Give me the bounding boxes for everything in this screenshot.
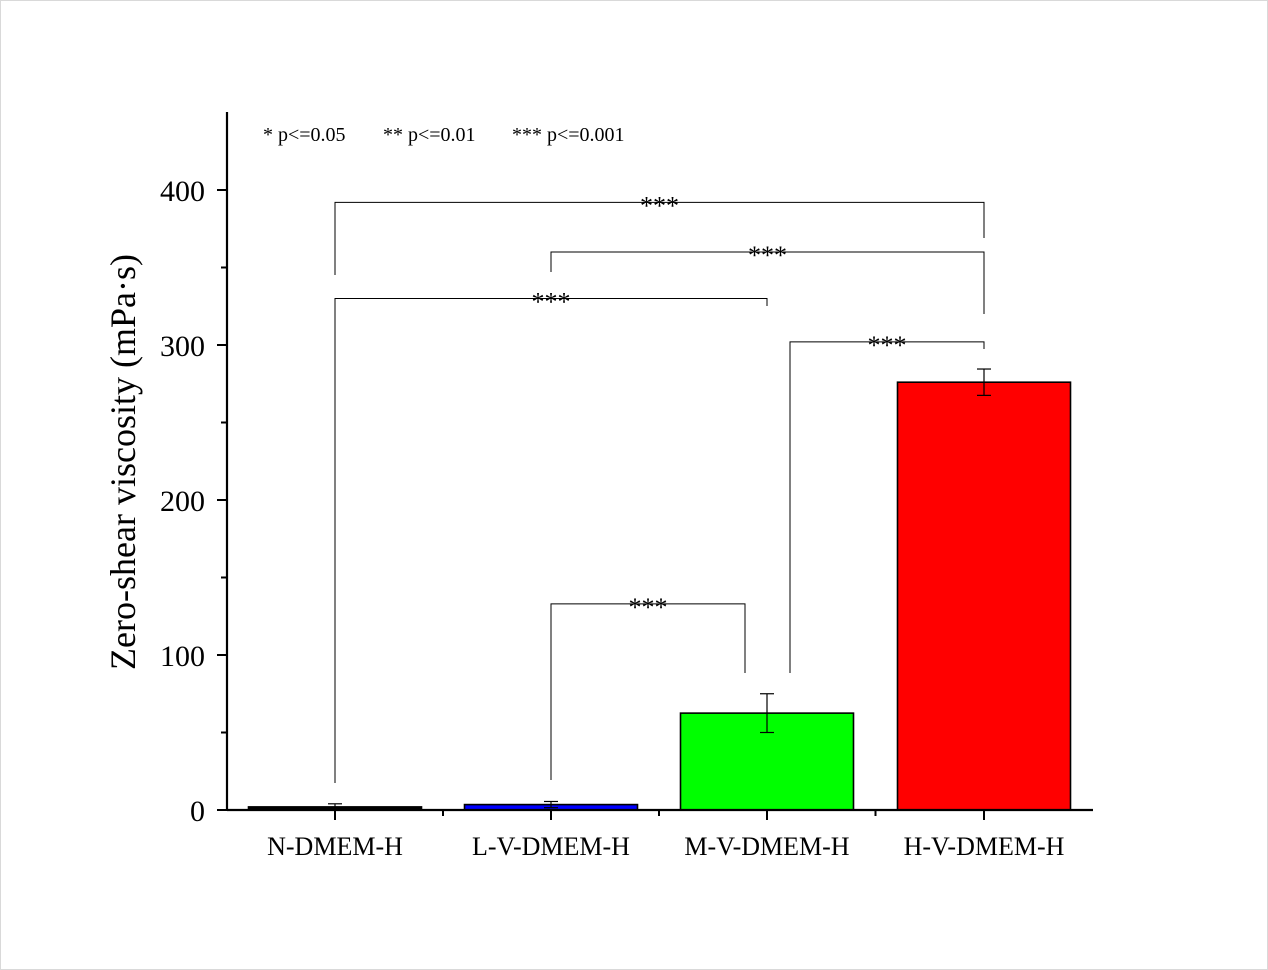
significance-label: *** — [868, 331, 907, 360]
error-bars-layer — [328, 368, 991, 811]
legend-entry-3: *** p<=0.001 — [512, 124, 625, 146]
significance-label: *** — [532, 288, 571, 317]
y-ticks-layer: 0 100 200 300 400 — [160, 175, 227, 828]
significance-legend: * p<=0.05 ** p<=0.01 *** p<=0.001 — [263, 124, 625, 146]
y-axis-label: Zero-shear viscosity (mPa·s) — [103, 254, 143, 670]
y-tick-label: 200 — [160, 485, 205, 518]
significance-label: *** — [629, 593, 668, 622]
significance-bracket — [550, 251, 985, 314]
y-tick-label: 300 — [160, 330, 205, 363]
x-category-label: L-V-DMEM-H — [472, 832, 630, 861]
x-category-label: H-V-DMEM-H — [904, 832, 1065, 861]
legend-entry-1: * p<=0.05 — [263, 124, 346, 146]
significance-bracket — [334, 298, 768, 783]
bar-h-v-dmem-h — [896, 381, 1072, 811]
x-category-label: N-DMEM-H — [267, 832, 403, 861]
significance-bracket — [789, 341, 985, 673]
significance-bracket — [550, 603, 746, 780]
significance-label: *** — [640, 191, 679, 220]
y-tick-label: 100 — [160, 640, 205, 673]
legend-entry-2: ** p<=0.01 — [383, 124, 476, 146]
bars-layer — [247, 381, 1072, 811]
significance-bracket — [334, 201, 985, 275]
significance-label: *** — [748, 241, 787, 270]
y-tick-label: 400 — [160, 175, 205, 208]
x-ticks-layer: N-DMEM-H L-V-DMEM-H M-V-DMEM-H H-V-DMEM-H — [267, 810, 1065, 861]
y-tick-label: 0 — [190, 795, 205, 828]
x-category-label: M-V-DMEM-H — [684, 832, 849, 861]
significance-brackets-layer: *** *** *** *** *** — [334, 191, 985, 783]
